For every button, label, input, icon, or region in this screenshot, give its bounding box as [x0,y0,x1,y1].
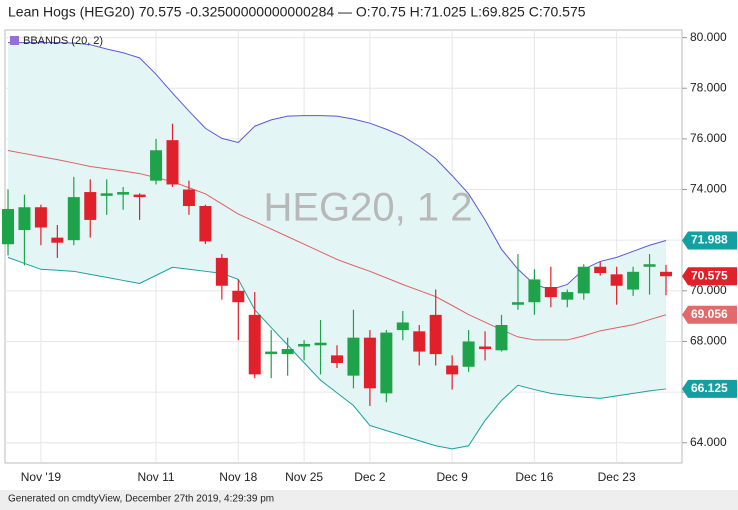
candle-body [166,140,179,185]
candle-body [380,332,393,394]
candle-body [479,346,492,350]
candle-body [643,264,656,267]
candle-body [511,302,524,305]
y-tick-label: 76.000 [690,131,727,145]
candle-body [561,292,574,300]
legend-swatch [10,36,19,45]
price-badge-label: 70.575 [691,268,728,282]
price-badge [682,231,737,250]
x-tick-label: Nov 11 [137,470,174,484]
y-tick-label: 80.000 [690,30,727,44]
candle-body [51,237,64,243]
candle-body [215,257,228,286]
legend-label: BBANDS (20, 2) [23,35,103,47]
band-lower [7,256,667,450]
axis: 64.00066.00068.00070.00072.00074.00076.0… [21,30,737,484]
x-tick-label: Dec 2 [354,470,386,484]
candle-body [133,194,146,198]
y-tick-label: 78.000 [690,80,727,94]
candle-body [265,351,278,355]
candle-body [117,192,130,195]
price-badge-label: 66.125 [691,381,728,395]
candle-body [150,150,163,181]
y-tick-label: 64.000 [690,435,727,449]
candle-body [363,337,376,389]
x-tick-label: Dec 9 [436,470,468,484]
candle-body [528,279,541,303]
x-tick-label: Nov 18 [219,470,257,484]
candle-body [84,192,97,220]
price-badge [682,379,737,398]
candle-body [610,274,623,286]
candle-body [298,343,311,347]
price-badge-label: 71.988 [691,233,728,247]
x-tick-label: Nov '19 [21,470,62,484]
candle-body [594,266,607,274]
footer-bar [0,490,738,510]
candle-body [627,271,640,290]
y-tick-label: 68.000 [690,334,727,348]
candle-body [446,365,459,375]
y-tick-label: 74.000 [690,182,727,196]
candle-body [199,205,212,242]
candle-body [182,189,195,206]
price-badge [682,267,737,286]
x-tick-label: Nov 25 [285,470,323,484]
candle-body [281,349,294,355]
price-badge-label: 69.056 [691,307,728,321]
candle-body [347,337,360,376]
candle-body [660,271,672,277]
candle-body [413,331,426,352]
candle-body [314,342,327,346]
candle-body [2,209,14,245]
candle-body [429,314,442,355]
chart-title: Lean Hogs (HEG20) 70.575 -0.325000000000… [8,4,586,20]
candle-body [34,207,47,228]
candle-body [495,324,508,351]
candle-body [67,197,80,241]
plot-frame [4,29,683,464]
watermark: HEG20, 1 2 [263,186,472,230]
candle-body [18,207,31,231]
y-tick-label: 70.000 [690,283,727,297]
candle-body [577,266,590,294]
band-middle [7,150,667,341]
footer: Generated on cmdtyView, December 27th 20… [8,494,274,505]
candles [2,123,672,407]
candle-body [544,287,557,298]
candle-body [248,314,261,375]
candle-body [100,193,113,196]
x-tick-label: Dec 16 [515,470,553,484]
x-tick-label: Dec 23 [598,470,636,484]
candle-body [462,341,475,367]
candle-body [232,290,245,303]
candle-body [331,355,343,363]
price-badge [682,305,737,324]
candle-body [396,322,409,331]
